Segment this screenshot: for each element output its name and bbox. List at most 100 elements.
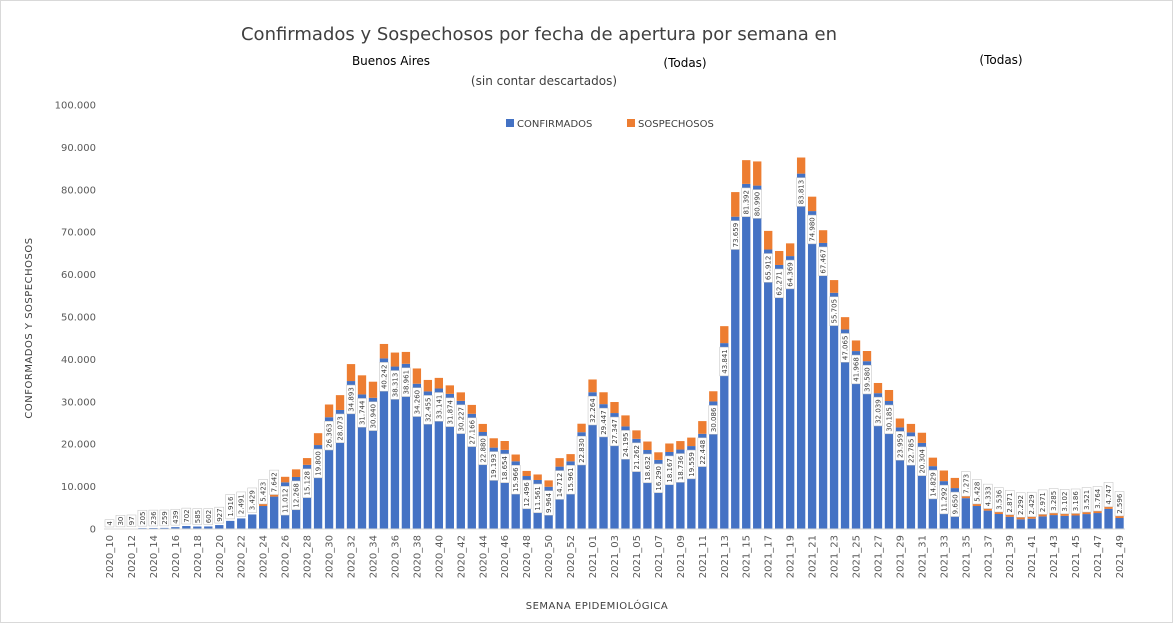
bar-confirmados [171, 527, 180, 529]
data-label: 5.428 [972, 479, 982, 505]
data-label: 4.747 [1103, 482, 1114, 508]
data-label: 259 [159, 509, 170, 527]
data-label: 20.304 [917, 446, 927, 476]
y-tick-label: 50.000 [61, 313, 96, 324]
data-label: 19.559 [686, 449, 697, 480]
bar-sospechosos [753, 161, 762, 186]
legend-label-sospechosos: SOSPECHOSOS [638, 119, 714, 130]
data-label: 16.290 [653, 463, 664, 493]
bar-sospechosos [862, 351, 872, 362]
bar-sospechosos [577, 423, 586, 433]
data-label: 15.966 [510, 465, 521, 495]
x-tick-label: 2021_11 [698, 535, 709, 578]
data-label: 38.961 [401, 367, 411, 397]
bar-sospechosos [895, 418, 905, 428]
svg-text:585: 585 [194, 510, 202, 523]
data-label: 39.580 [862, 364, 872, 395]
svg-text:18.736: 18.736 [677, 455, 685, 480]
bar-confirmados [785, 256, 795, 529]
bar-confirmados [467, 413, 476, 529]
bar-confirmados [643, 450, 652, 529]
bar-confirmados [324, 417, 334, 529]
svg-text:31.744: 31.744 [358, 400, 366, 425]
bar-sospechosos [621, 415, 630, 427]
data-label: 12.496 [521, 479, 532, 510]
data-label: 22.880 [478, 435, 488, 466]
bar-confirmados [1104, 508, 1113, 529]
x-tick-label: 2020_32 [347, 535, 358, 578]
y-tick-label: 100.000 [55, 101, 96, 112]
data-labels: 4 30 97 205 236 259 439 702 585 602 927 1.916 2.491 3… [104, 177, 1125, 528]
bar-confirmados [829, 292, 839, 529]
bar-confirmados [851, 351, 861, 529]
x-tick-label: 2020_46 [500, 535, 511, 578]
bar-confirmados [698, 433, 707, 529]
bar-sospechosos [873, 382, 883, 394]
data-label: 236 [148, 509, 159, 527]
y-axis-ticks: 0 10.000 20.000 30.000 40.000 50.000 60.000 70.… [55, 101, 96, 536]
bar-confirmados [742, 183, 751, 529]
bar-confirmados [357, 394, 367, 529]
svg-text:27.347: 27.347 [611, 419, 619, 444]
svg-text:20.304: 20.304 [918, 449, 926, 474]
bar-sospechosos [434, 377, 444, 389]
bar-confirmados [807, 211, 817, 529]
bar-confirmados [884, 401, 894, 529]
svg-text:43.841: 43.841 [721, 349, 729, 374]
svg-text:19.800: 19.800 [315, 451, 323, 476]
data-label: 30.940 [368, 401, 378, 431]
bar-sospechosos [423, 379, 433, 392]
data-label: 34.893 [346, 384, 356, 415]
filter-region: Buenos Aires [352, 54, 430, 68]
data-label: 439 [170, 508, 181, 526]
svg-text:30.185: 30.185 [885, 407, 893, 432]
bar-confirmados [599, 404, 608, 529]
bar-confirmados [709, 401, 718, 529]
data-label: 31.744 [357, 398, 367, 428]
data-label: 11.292 [939, 484, 949, 515]
x-tick-label: 2021_15 [742, 535, 753, 578]
svg-text:81.392: 81.392 [743, 190, 751, 215]
bar-confirmados [961, 498, 970, 529]
data-label: 81.392 [741, 187, 751, 217]
svg-text:55.705: 55.705 [831, 299, 839, 324]
bar-confirmados [917, 442, 927, 529]
data-label: 4.333 [983, 483, 993, 509]
bar-sospechosos [709, 391, 718, 402]
x-tick-label: 2020_22 [237, 535, 248, 578]
bar-confirmados [906, 432, 916, 529]
svg-text:7.273: 7.273 [962, 474, 970, 494]
svg-text:2.429: 2.429 [1028, 494, 1036, 514]
bar-sospechosos [269, 494, 279, 497]
svg-text:14.712: 14.712 [556, 473, 564, 498]
data-label: 64.369 [785, 259, 795, 290]
legend-swatch-sospechosos [627, 119, 635, 127]
svg-text:29.447: 29.447 [600, 410, 608, 435]
bar-sospechosos [643, 441, 652, 450]
svg-text:32.264: 32.264 [589, 398, 597, 423]
data-label: 30 [115, 515, 126, 528]
bar-sospechosos [698, 421, 707, 434]
bar-confirmados [269, 496, 279, 529]
bar-sospechosos [610, 402, 619, 414]
x-tick-label: 2020_14 [149, 535, 160, 578]
svg-text:27.166: 27.166 [468, 419, 476, 444]
svg-text:3.429: 3.429 [249, 490, 257, 510]
y-tick-label: 20.000 [61, 440, 96, 451]
bar-confirmados [676, 449, 685, 529]
svg-text:9.964: 9.964 [545, 492, 553, 513]
data-label: 33.141 [434, 392, 444, 422]
x-tick-label: 2021_07 [654, 535, 665, 578]
bar-sospechosos [489, 438, 498, 448]
data-label: 3.536 [994, 487, 1004, 513]
bar-confirmados [588, 392, 597, 529]
data-label: 15.128 [302, 468, 312, 498]
data-label: 80.990 [752, 189, 762, 219]
svg-text:22.880: 22.880 [479, 438, 487, 463]
data-label: 73.659 [730, 220, 741, 250]
bar-confirmados [489, 447, 498, 529]
bar-sospechosos [906, 423, 916, 433]
bar-sospechosos [731, 192, 740, 217]
x-tick-label: 2020_26 [281, 535, 292, 578]
bar-sospechosos [280, 476, 290, 483]
